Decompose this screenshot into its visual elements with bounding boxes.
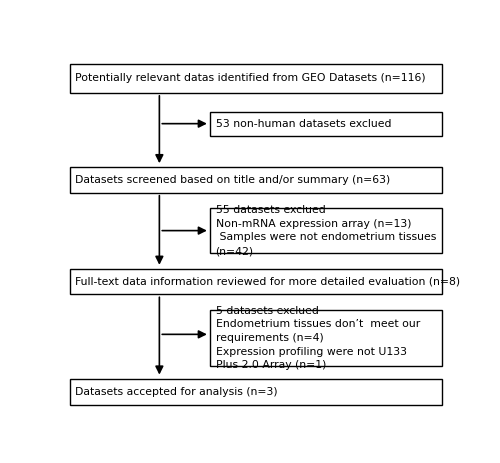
Text: 55 datasets exclued
Non-mRNA expression array (n=13)
 Samples were not endometri: 55 datasets exclued Non-mRNA expression …: [216, 205, 436, 256]
Bar: [70, 379, 442, 405]
Text: Datasets accepted for analysis (n=3): Datasets accepted for analysis (n=3): [75, 387, 278, 397]
Text: Potentially relevant datas identified from GEO Datasets (n=116): Potentially relevant datas identified fr…: [75, 73, 426, 83]
Bar: [210, 208, 442, 253]
Text: Datasets screened based on title and/or summary (n=63): Datasets screened based on title and/or …: [75, 175, 390, 185]
Bar: [70, 167, 442, 193]
Bar: [70, 64, 442, 93]
Text: 5 datasets exclued
Endometrium tissues don’t  meet our
requirements (n=4)
Expres: 5 datasets exclued Endometrium tissues d…: [216, 306, 420, 370]
Text: Full-text data information reviewed for more detailed evaluation (n=8): Full-text data information reviewed for …: [75, 276, 460, 287]
Bar: [210, 311, 442, 366]
Bar: [210, 112, 442, 136]
Text: 53 non-human datasets exclued: 53 non-human datasets exclued: [216, 119, 391, 129]
Bar: [70, 269, 442, 294]
